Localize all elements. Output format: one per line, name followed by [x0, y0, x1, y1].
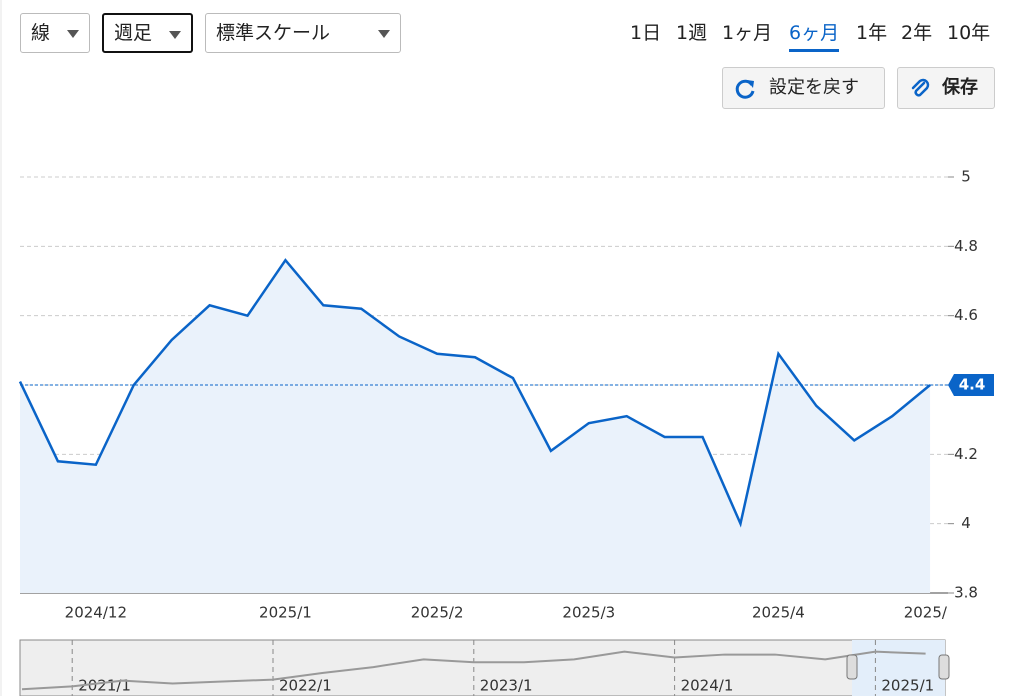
label: 標準スケール — [216, 22, 331, 44]
current-marker — [948, 374, 994, 396]
scale-dropdown[interactable]: 標準スケール — [205, 13, 401, 53]
nav-handle — [846, 654, 858, 680]
navigator-window — [852, 640, 945, 696]
nav-label: 2024/1 — [681, 677, 734, 695]
range-button[interactable]: 1年 — [856, 22, 888, 44]
x-tick-label: 2025/3 — [562, 604, 615, 622]
current-label: 4.4 — [959, 376, 986, 394]
style-dropdown[interactable]: 線 — [20, 13, 90, 53]
nav-label: 2023/1 — [480, 677, 533, 695]
x-tick-label: 2025/4 — [752, 604, 805, 622]
label: 保存 — [942, 77, 978, 98]
save-button[interactable]: 保存 — [897, 67, 995, 109]
x-tick-label: 2025/5 — [904, 604, 957, 622]
line — [21, 650, 926, 691]
reset-button[interactable]: 設定を戻す — [722, 67, 885, 109]
range-button[interactable]: 6ヶ月 — [789, 18, 840, 52]
y-tick-label: 3.8 — [954, 584, 978, 602]
label: 線 — [31, 22, 51, 44]
range-button[interactable]: 10年 — [947, 22, 991, 44]
reset-icon — [735, 79, 755, 99]
nav-label: 2025/1 — [881, 677, 934, 695]
label: 設定を戻す — [769, 77, 859, 98]
area — [20, 260, 931, 593]
x-tick-label: 2024/12 — [65, 604, 127, 622]
navigator-bg — [19, 639, 946, 696]
line — [18, 258, 931, 528]
y-tick-label: 4.6 — [954, 306, 978, 324]
label: 週足 — [114, 22, 153, 44]
x-tick-label: 2025/2 — [411, 604, 464, 622]
nav-handle — [938, 654, 950, 680]
nav-label: 2022/1 — [279, 677, 332, 695]
interval-dropdown[interactable]: 週足 — [102, 13, 193, 53]
y-tick-label: 5 — [961, 168, 971, 186]
range-button[interactable]: 1日 — [630, 22, 662, 44]
y-tick-label: 4.8 — [954, 237, 978, 255]
y-tick-label: 4.2 — [954, 445, 978, 463]
clip-icon — [911, 78, 930, 97]
y-tick-label: 4 — [961, 514, 971, 532]
range-button[interactable]: 2年 — [901, 22, 933, 44]
range-button[interactable]: 1週 — [676, 22, 708, 44]
x-tick-label: 2025/1 — [259, 604, 312, 622]
range-button[interactable]: 1ヶ月 — [722, 22, 773, 44]
